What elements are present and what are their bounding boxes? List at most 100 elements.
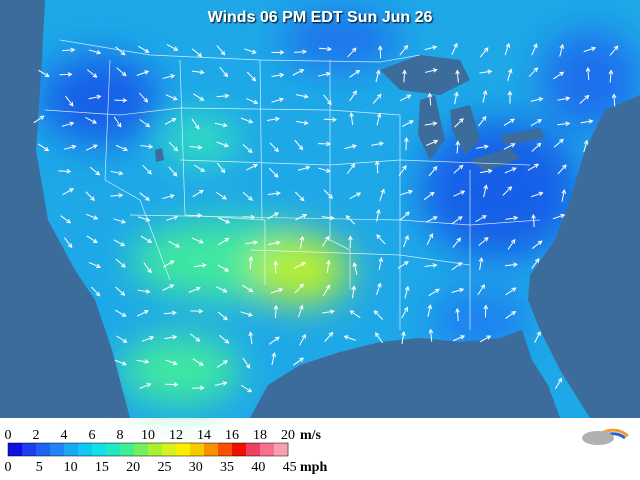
wind-arrow bbox=[346, 163, 356, 175]
arrow-head bbox=[223, 142, 230, 148]
arrow-shaft bbox=[321, 216, 334, 219]
arrow-head bbox=[121, 219, 127, 224]
arrow-shaft bbox=[321, 310, 334, 314]
arrow-shaft bbox=[376, 283, 381, 295]
arrow-head bbox=[374, 160, 380, 166]
arrow-head bbox=[536, 330, 541, 336]
arrow-head bbox=[483, 237, 489, 242]
ms-label: 2 bbox=[33, 428, 40, 443]
wind-arrow bbox=[453, 164, 464, 174]
legend-swatch bbox=[8, 443, 23, 456]
arrow-head bbox=[197, 213, 203, 218]
wind-arrow bbox=[483, 304, 489, 318]
wind-arrow bbox=[268, 168, 279, 178]
arrow-head bbox=[378, 141, 384, 147]
legend-swatch bbox=[92, 443, 107, 456]
arrow-head bbox=[247, 148, 253, 154]
arrow-head bbox=[613, 45, 619, 51]
arrow-shaft bbox=[423, 192, 435, 201]
wind-arrow bbox=[427, 92, 433, 106]
wind-arrow bbox=[321, 235, 330, 248]
arrow-head bbox=[145, 289, 151, 294]
wind-arrow bbox=[475, 215, 487, 223]
arrow-shaft bbox=[139, 192, 150, 201]
arrow-shaft bbox=[399, 45, 408, 56]
arrow-head bbox=[92, 238, 98, 244]
wind-arrow bbox=[164, 118, 177, 125]
wind-arrow bbox=[162, 74, 176, 79]
wind-arrow bbox=[378, 257, 384, 270]
arrow-shaft bbox=[166, 44, 178, 51]
arrow-shaft bbox=[503, 143, 515, 150]
wind-arrow bbox=[295, 213, 308, 221]
wind-arrow bbox=[244, 48, 257, 54]
arrow-head bbox=[377, 282, 382, 288]
legend-swatch bbox=[204, 443, 219, 456]
arrow-shaft bbox=[86, 213, 98, 220]
arrow-head bbox=[147, 268, 152, 274]
wind-arrow bbox=[168, 166, 178, 177]
wind-arrow bbox=[242, 284, 254, 293]
arrow-shaft bbox=[218, 334, 229, 344]
arrow-head bbox=[253, 99, 259, 105]
arrow-head bbox=[404, 137, 409, 142]
arrow-head bbox=[565, 121, 571, 127]
arrow-head bbox=[171, 118, 177, 123]
arrow-shaft bbox=[165, 359, 177, 365]
arrow-head bbox=[302, 49, 308, 55]
arrow-shaft bbox=[321, 236, 330, 248]
arrow-shaft bbox=[85, 116, 97, 124]
wind-arrow bbox=[376, 112, 382, 126]
wind-arrow bbox=[214, 381, 228, 386]
wind-arrow bbox=[168, 240, 181, 248]
arrow-shaft bbox=[294, 191, 305, 201]
arrow-shaft bbox=[246, 71, 256, 82]
wind-arrow bbox=[62, 47, 76, 53]
arrow-head bbox=[200, 167, 206, 172]
arrow-head bbox=[511, 238, 516, 244]
wind-arrow bbox=[401, 306, 408, 319]
arrow-head bbox=[248, 196, 253, 201]
wind-arrow bbox=[611, 93, 617, 107]
wind-arrow bbox=[271, 97, 285, 103]
arrow-shaft bbox=[242, 191, 253, 201]
arrow-shaft bbox=[140, 235, 152, 243]
arrow-shaft bbox=[115, 286, 125, 296]
wind-arrow bbox=[115, 144, 128, 152]
arrow-shaft bbox=[376, 234, 386, 245]
arrow-shaft bbox=[427, 305, 431, 318]
wind-arrow bbox=[505, 287, 517, 296]
arrow-head bbox=[121, 361, 127, 366]
arrow-shaft bbox=[353, 263, 358, 275]
wind-arrow bbox=[553, 71, 565, 80]
arrow-shaft bbox=[138, 92, 148, 103]
arrow-head bbox=[458, 164, 464, 170]
wind-arrow bbox=[115, 309, 127, 317]
arrow-head bbox=[224, 237, 230, 243]
wind-arrow bbox=[191, 385, 205, 391]
arrow-shaft bbox=[214, 382, 227, 386]
arrow-shaft bbox=[116, 335, 127, 343]
wind-arrow bbox=[190, 308, 204, 314]
arrow-shaft bbox=[403, 235, 409, 248]
arrow-shaft bbox=[373, 310, 384, 320]
wind-arrow bbox=[189, 145, 203, 150]
arrow-shaft bbox=[138, 216, 150, 221]
arrow-head bbox=[511, 311, 517, 316]
arrow-shaft bbox=[86, 69, 97, 78]
arrow-head bbox=[351, 285, 357, 291]
wind-arrow bbox=[63, 144, 77, 150]
arrow-shaft bbox=[482, 90, 487, 103]
mph-label: 20 bbox=[126, 460, 140, 475]
arrow-head bbox=[328, 194, 334, 199]
wind-arrow bbox=[376, 208, 381, 222]
wind-arrow bbox=[242, 357, 251, 369]
wind-arrow bbox=[403, 234, 409, 248]
wind-arrow bbox=[189, 333, 201, 342]
wind-arrow bbox=[373, 310, 384, 320]
arrow-shaft bbox=[483, 185, 487, 198]
wind-arrow bbox=[454, 117, 464, 128]
arrow-head bbox=[66, 168, 72, 174]
arrow-head bbox=[275, 240, 281, 246]
arrow-shaft bbox=[475, 145, 488, 149]
